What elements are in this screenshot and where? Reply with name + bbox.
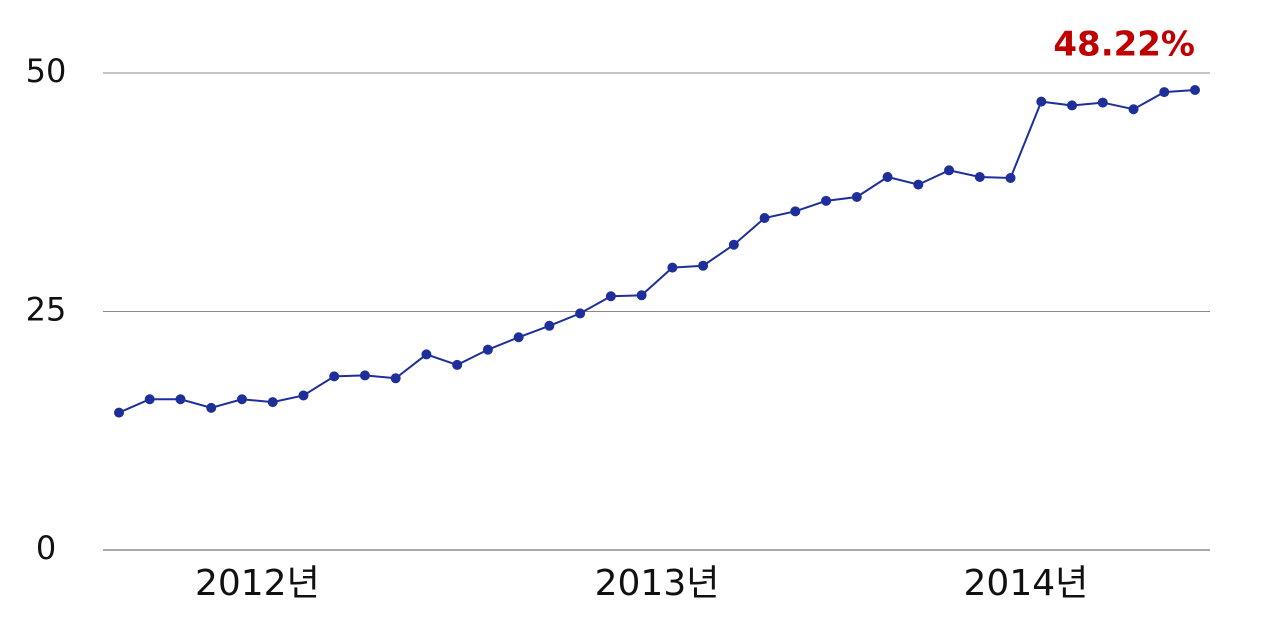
point	[1128, 104, 1139, 115]
value-label: 48.22%	[1053, 24, 1195, 64]
point	[482, 344, 493, 355]
point	[759, 213, 770, 224]
point	[851, 192, 862, 203]
x-tick-label: 2013년	[595, 563, 720, 604]
y-tick-label: 25	[26, 291, 67, 329]
point	[421, 349, 432, 360]
point	[175, 394, 186, 405]
point	[636, 290, 647, 301]
point	[206, 402, 217, 413]
point	[236, 394, 247, 405]
point	[267, 397, 278, 408]
y-tick-label: 50	[26, 52, 67, 90]
point	[1005, 172, 1016, 183]
point	[790, 206, 801, 217]
point	[1067, 100, 1078, 111]
point	[359, 370, 370, 381]
point	[913, 179, 924, 190]
x-tick-label: 2012년	[195, 563, 320, 604]
point	[390, 373, 401, 384]
point	[882, 171, 893, 182]
point	[298, 390, 309, 401]
point	[698, 260, 709, 271]
point	[605, 291, 616, 302]
y-tick-label: 0	[36, 529, 56, 567]
point	[1036, 96, 1047, 107]
point	[1190, 84, 1200, 95]
point	[1097, 97, 1108, 108]
point	[1159, 87, 1170, 98]
point	[329, 371, 340, 382]
point	[974, 171, 985, 182]
point	[821, 195, 832, 206]
line	[118, 88, 1196, 414]
point	[513, 332, 524, 343]
point	[114, 407, 124, 418]
x-tick-label: 2014년	[964, 563, 1089, 604]
point	[544, 320, 555, 331]
point	[452, 359, 463, 370]
point	[667, 262, 678, 273]
point	[144, 394, 155, 405]
point	[728, 239, 739, 250]
point	[944, 165, 955, 176]
point	[575, 308, 586, 319]
